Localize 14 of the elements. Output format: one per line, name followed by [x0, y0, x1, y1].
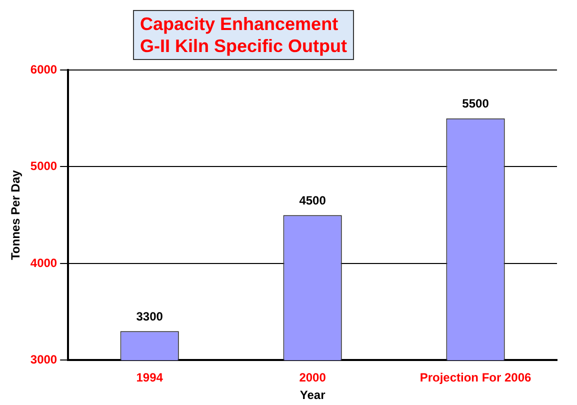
- chart-title: Capacity Enhancement: [140, 13, 340, 35]
- x-tick-label: 2000: [299, 370, 326, 385]
- chart-subtitle: G-II Kiln Specific Output: [140, 35, 347, 57]
- y-tick-label: 5000: [30, 159, 58, 174]
- data-label: 5500: [462, 96, 490, 111]
- y-axis-title: Tonnes Per Day: [8, 170, 23, 260]
- x-tick-label: Projection For 2006: [420, 370, 532, 385]
- data-label: 4500: [299, 193, 326, 208]
- y-tick-label: 3000: [30, 352, 58, 367]
- data-label: 3300: [136, 309, 164, 324]
- x-tick-label: 1994: [136, 370, 164, 385]
- y-tick-label: 6000: [30, 62, 58, 76]
- y-tick-label: 4000: [30, 256, 58, 270]
- x-axis-title: Year: [300, 388, 326, 402]
